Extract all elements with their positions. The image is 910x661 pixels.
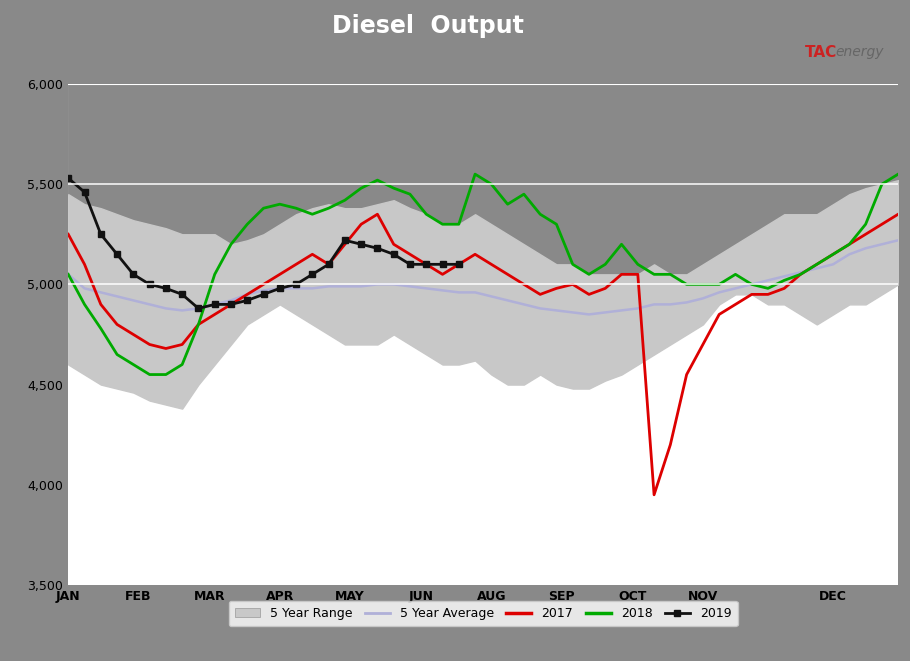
Text: Diesel  Output: Diesel Output <box>332 15 523 38</box>
Text: energy: energy <box>835 45 884 59</box>
Text: TAC: TAC <box>805 44 837 59</box>
Legend: 5 Year Range, 5 Year Average, 2017, 2018, 2019: 5 Year Range, 5 Year Average, 2017, 2018… <box>228 601 738 627</box>
